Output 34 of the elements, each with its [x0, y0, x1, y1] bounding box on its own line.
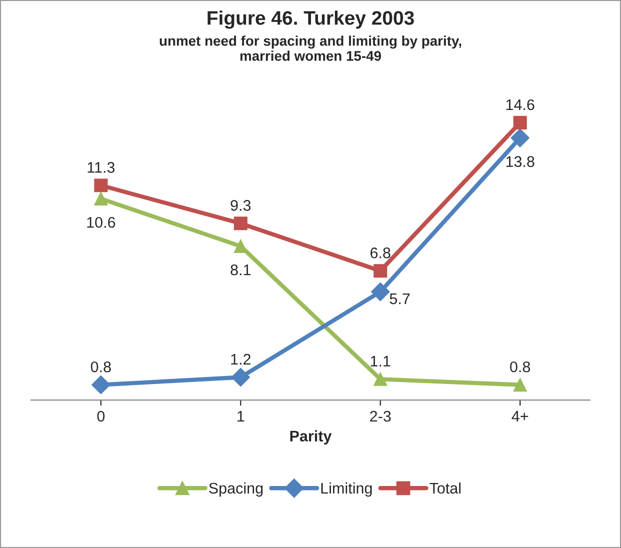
data-label: 13.8 [506, 156, 534, 168]
point [92, 375, 110, 394]
point [513, 116, 527, 130]
data-label: 8.1 [230, 264, 251, 276]
point [231, 368, 250, 387]
legend-label: Total [430, 482, 461, 494]
chart-subtitle: unmet need for spacing and limiting by parity, married women 15-49 [160, 36, 462, 61]
point [374, 372, 388, 386]
point [510, 128, 530, 148]
x-axis-title: Parity [290, 430, 332, 444]
data-label: 14.6 [506, 99, 534, 110]
data-label: 9.3 [230, 200, 251, 211]
data-label: 0.8 [510, 361, 530, 372]
data-label: 6.8 [370, 247, 390, 258]
data-label: 0.8 [90, 361, 111, 372]
data-label: 5.7 [390, 294, 410, 304]
legend-label: Limiting [321, 482, 372, 497]
legend-label: Spacing [209, 482, 263, 497]
point [513, 378, 527, 392]
data-label: 11.3 [88, 162, 115, 173]
point [94, 178, 108, 192]
x-tick-label: 0 [97, 410, 105, 422]
x-tick-label: 1 [238, 411, 244, 422]
data-label: 1.1 [370, 356, 390, 366]
x-tick-label: 4+ [512, 411, 528, 422]
point [371, 282, 390, 302]
point [374, 264, 388, 278]
x-tick-label: 2-3 [370, 410, 391, 422]
data-label: 1.2 [231, 354, 250, 365]
point [94, 192, 108, 206]
data-label: 10.6 [87, 216, 116, 228]
point [234, 239, 248, 253]
point [234, 216, 248, 230]
chart-title: Figure 46. Turkey 2003 [208, 10, 414, 29]
